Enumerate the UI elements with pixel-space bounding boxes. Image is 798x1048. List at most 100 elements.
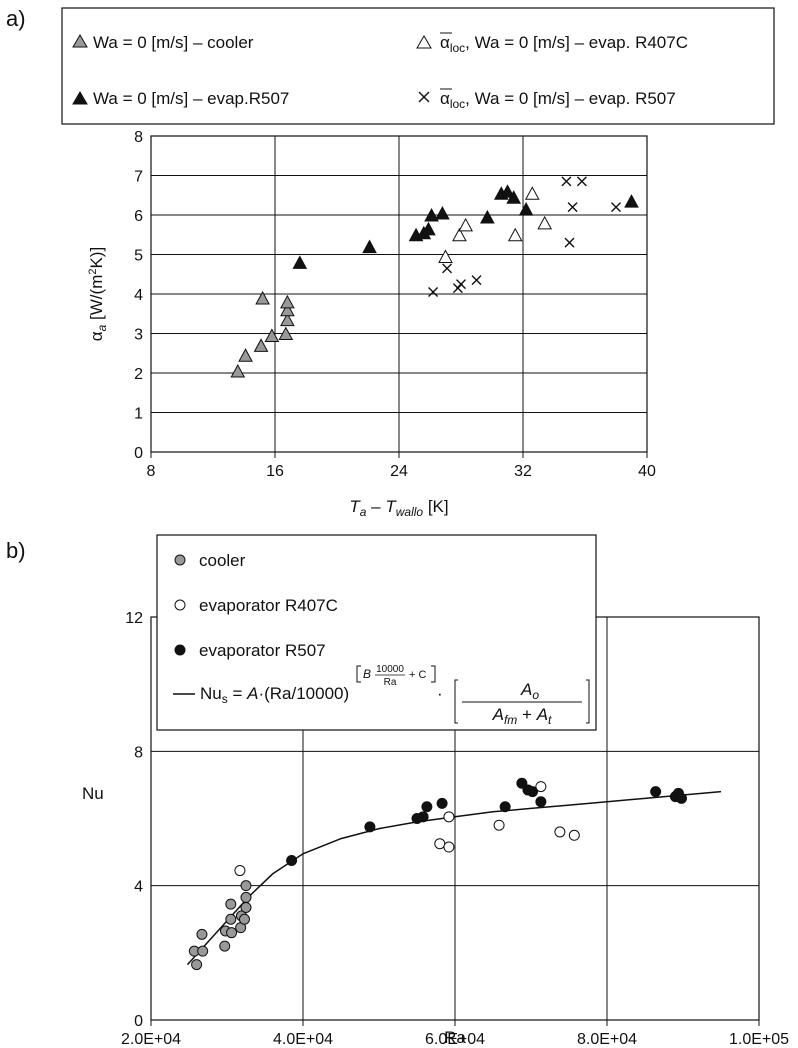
chart-b-x-axis-title: Ra — [444, 1028, 466, 1047]
chart-b-y-axis-title: Nu — [82, 784, 104, 803]
y-tick-label: 0 — [134, 1013, 143, 1030]
y-tick-label: 4 — [134, 879, 143, 896]
svg-text:Nus = A·(Ra/10000): Nus = A·(Ra/10000) — [200, 684, 349, 706]
series-0-1-point — [424, 207, 439, 222]
series-0-3-point — [567, 202, 578, 213]
series-1-1-point — [443, 841, 455, 853]
y-tick-label: 8 — [134, 744, 143, 761]
series-0-2-point — [524, 186, 540, 200]
series-1-0-point — [225, 913, 237, 925]
chart-b: 0 4 8 12 2.0E+04 4.0E+04 6.0E+04 8.0E+04 1.0E+05… — [82, 534, 789, 1048]
x-tick-label: 24 — [390, 463, 408, 480]
series-0-2-point — [438, 249, 453, 263]
series-1-2-point — [675, 792, 687, 804]
series-0-2-point — [458, 217, 473, 232]
y-tick-label: 7 — [134, 169, 143, 186]
series-0-1-point — [292, 255, 308, 269]
svg-text:Ra: Ra — [384, 677, 397, 688]
legend-a2-marker-icon — [72, 91, 88, 105]
legend-a4-marker-icon — [418, 91, 430, 103]
series-0-3-point — [442, 263, 453, 274]
chart-a-ticks: 0 1 2 3 4 5 6 7 8 8 16 24 32 40 — [134, 129, 656, 480]
series-0-1-point — [500, 184, 515, 198]
svg-text:B: B — [363, 667, 371, 681]
legend-a3-marker-icon — [416, 35, 432, 49]
chart-b-ticks: 0 4 8 12 2.0E+04 4.0E+04 6.0E+04 8.0E+04 1.0E+05 — [121, 610, 789, 1048]
series-1-2-point — [499, 801, 511, 813]
series-1-2-point — [535, 796, 547, 808]
series-0-1-point — [506, 190, 522, 204]
series-1-0-point — [240, 891, 252, 903]
series-0-0-point — [280, 312, 295, 327]
series-1-1-point — [234, 865, 246, 877]
series-0-0-point — [280, 302, 295, 317]
series-1-1-point — [535, 781, 547, 793]
chart-a-marks — [230, 176, 639, 378]
series-0-2-point — [507, 227, 523, 242]
series-1-1-point — [434, 838, 446, 850]
svg-text:Afm + At: Afm + At — [492, 705, 552, 727]
chart-a-y-axis-title: αa [W/(m2K)] — [87, 247, 109, 341]
legend-b2-marker-icon — [174, 599, 186, 611]
x-tick-label: 6.0E+04 — [425, 1031, 485, 1048]
series-1-0-point — [196, 928, 208, 940]
x-tick-label: 40 — [638, 463, 656, 480]
x-tick-label: 16 — [266, 463, 284, 480]
legend-b2-label: evaporator R407C — [199, 596, 338, 615]
series-0-3-point — [576, 176, 587, 187]
series-1-0-point — [219, 940, 231, 952]
chart-a-x-axis-title: Ta – Twallo [K] — [349, 497, 448, 519]
series-1-1-point — [443, 811, 455, 823]
legend-b3-label: evaporator R507 — [199, 641, 326, 660]
series-1-1-point — [554, 826, 566, 838]
legend-a3-label: αloc, Wa = 0 [m/s] – evap. R407C — [440, 33, 688, 55]
series-1-2-point — [527, 786, 539, 798]
series-0-0-point — [230, 363, 246, 378]
series-0-3-point — [564, 237, 575, 248]
legend-b3-marker-icon — [174, 644, 186, 656]
series-1-2-point — [421, 801, 433, 813]
series-0-1-point — [480, 209, 495, 224]
series-1-0-point — [238, 913, 250, 925]
series-0-1-point — [624, 194, 639, 208]
y-tick-label: 6 — [134, 208, 143, 225]
svg-text:·: · — [437, 684, 443, 703]
legend-a1-marker-icon — [72, 34, 88, 48]
series-0-3-point — [561, 176, 572, 187]
series-1-0-point — [226, 927, 238, 939]
series-1-0-point — [191, 959, 203, 971]
panel-label-a: a) — [6, 6, 26, 31]
series-1-1-point — [568, 829, 580, 841]
legend-a1-label: Wa = 0 [m/s] – cooler — [93, 33, 254, 52]
series-0-3-point — [456, 279, 466, 290]
series-1-2-point — [516, 777, 528, 789]
x-tick-label: 4.0E+04 — [273, 1031, 333, 1048]
chart-a-legend-box — [61, 7, 775, 125]
chart-b-marks — [188, 777, 687, 971]
svg-text:Ao: Ao — [520, 680, 539, 702]
series-1-0-point — [197, 945, 209, 957]
y-tick-label: 8 — [134, 129, 143, 146]
series-0-3-point — [428, 287, 439, 298]
series-0-3-point — [611, 202, 621, 213]
series-1-2-point — [436, 797, 448, 809]
y-tick-label: 12 — [125, 610, 143, 627]
y-tick-label: 3 — [134, 327, 143, 344]
svg-text:+ C: + C — [409, 669, 426, 681]
series-1-0-point — [240, 880, 252, 892]
svg-text:10000: 10000 — [376, 664, 404, 675]
x-tick-label: 1.0E+05 — [729, 1031, 789, 1048]
series-0-1-point — [421, 221, 436, 236]
series-1-2-point — [286, 854, 298, 866]
series-0-1-point — [435, 205, 450, 220]
series-0-2-point — [537, 215, 553, 230]
chart-a: Wa = 0 [m/s] – cooler Wa = 0 [m/s] – eva… — [61, 7, 775, 519]
x-tick-label: 2.0E+04 — [121, 1031, 181, 1048]
series-0-1-point — [362, 239, 377, 254]
series-0-0-point — [238, 348, 253, 362]
series-1-0-point — [240, 901, 252, 913]
legend-b4-equation: Nus = A·(Ra/10000) B 10000 Ra + C · Ao A… — [200, 664, 590, 727]
series-0-0-point — [280, 294, 295, 309]
series-0-0-point — [253, 338, 269, 352]
series-1-2-point — [364, 821, 376, 833]
